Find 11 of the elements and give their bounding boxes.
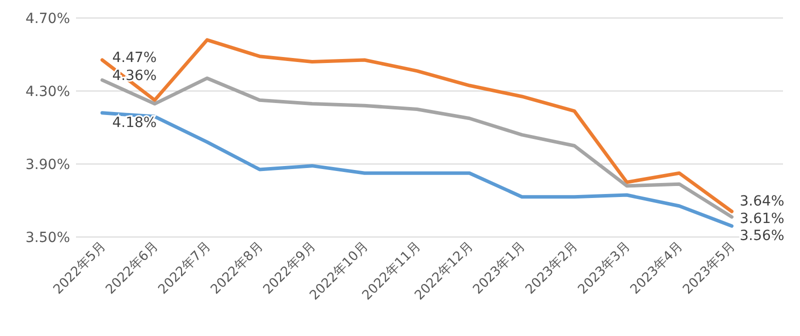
y-tick-label: 4.30% — [26, 84, 70, 100]
y-tick-label: 3.50% — [26, 230, 70, 246]
data-label: 3.64% — [740, 193, 784, 210]
data-label: 3.56% — [740, 228, 784, 244]
line-series — [100, 38, 734, 214]
y-tick-label: 4.70% — [26, 11, 70, 27]
y-tick-label: 3.90% — [26, 157, 70, 173]
line-series — [100, 111, 734, 228]
data-label: 3.61% — [740, 210, 784, 227]
data-label: 4.47% — [112, 50, 157, 66]
data-label: 4.18% — [112, 114, 157, 131]
